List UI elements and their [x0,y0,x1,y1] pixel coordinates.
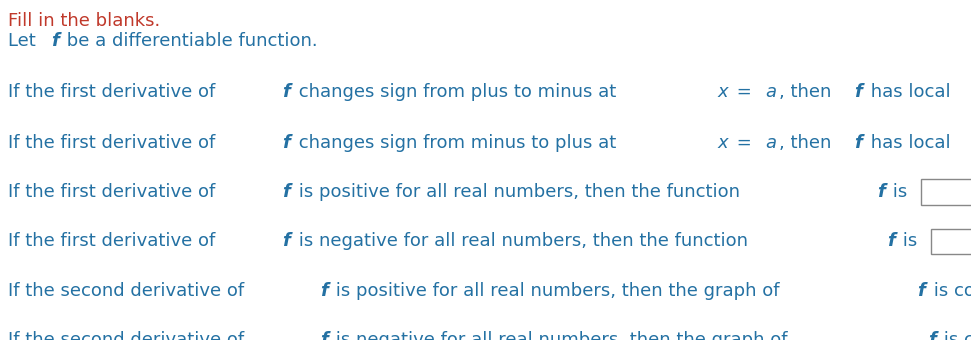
Text: f: f [283,134,290,152]
Text: Fill in the blanks.: Fill in the blanks. [8,12,160,30]
Text: =: = [731,134,757,152]
Text: is: is [887,183,913,201]
Text: has local: has local [864,134,955,152]
Text: If the second derivative of: If the second derivative of [8,331,250,340]
Text: f: f [918,282,925,300]
Text: If the first derivative of: If the first derivative of [8,183,220,201]
Text: is positive for all real numbers, then the graph of: is positive for all real numbers, then t… [330,282,786,300]
Text: f: f [283,183,290,201]
Text: is concave: is concave [927,282,971,300]
Text: f: f [854,134,862,152]
Text: changes sign from plus to minus at: changes sign from plus to minus at [293,83,621,101]
Text: f: f [877,183,885,201]
Text: is: is [897,233,923,250]
Text: a: a [765,83,776,101]
Text: f: f [283,233,290,250]
Text: f: f [51,32,59,50]
Text: is negative for all real numbers, then the graph of: is negative for all real numbers, then t… [330,331,793,340]
Text: x: x [718,83,728,101]
Text: , then: , then [780,134,838,152]
Text: f: f [319,331,328,340]
Text: a: a [765,134,776,152]
Text: =: = [731,83,757,101]
Text: is negative for all real numbers, then the function: is negative for all real numbers, then t… [293,233,753,250]
Text: is concave: is concave [938,331,971,340]
Text: If the first derivative of: If the first derivative of [8,134,220,152]
FancyBboxPatch shape [921,180,971,205]
Text: has local: has local [864,83,955,101]
Text: f: f [319,282,328,300]
Text: f: f [854,83,862,101]
Text: f: f [887,233,895,250]
Text: changes sign from minus to plus at: changes sign from minus to plus at [293,134,621,152]
Text: Let: Let [8,32,42,50]
Text: If the second derivative of: If the second derivative of [8,282,250,300]
Text: is positive for all real numbers, then the function: is positive for all real numbers, then t… [293,183,746,201]
Text: , then: , then [780,83,838,101]
Text: f: f [927,331,936,340]
Text: be a differentiable function.: be a differentiable function. [61,32,318,50]
Text: x: x [718,134,728,152]
Text: If the first derivative of: If the first derivative of [8,83,220,101]
FancyBboxPatch shape [931,228,971,254]
Text: f: f [283,83,290,101]
Text: If the first derivative of: If the first derivative of [8,233,220,250]
